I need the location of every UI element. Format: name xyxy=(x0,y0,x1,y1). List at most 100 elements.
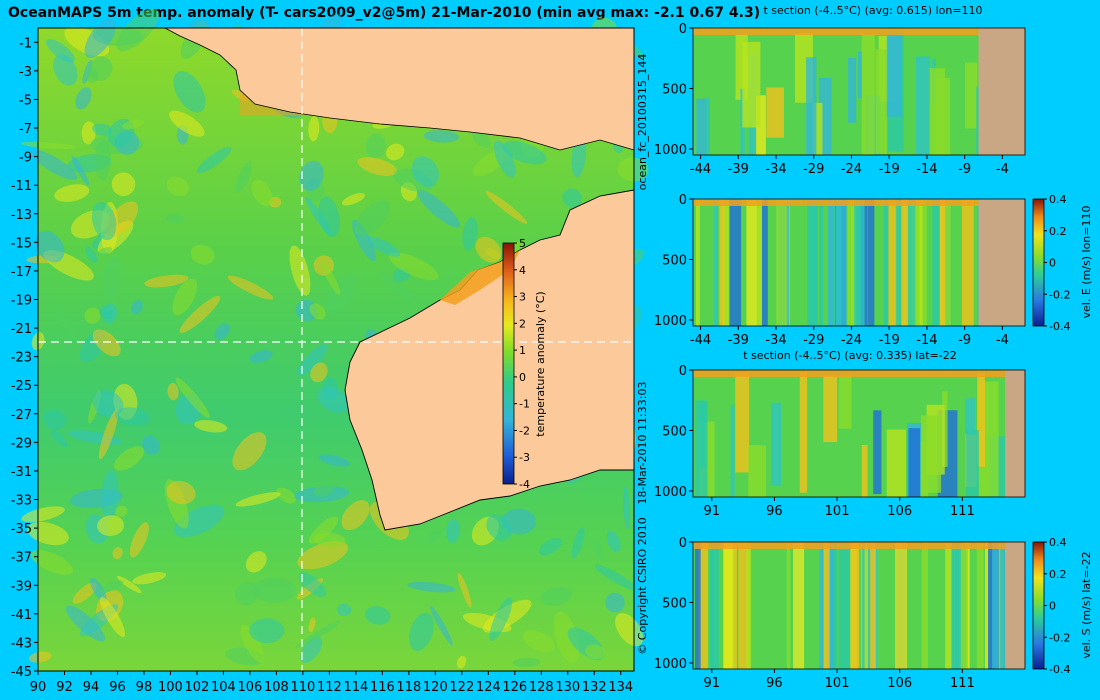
temperature-colorbar-ramp xyxy=(502,242,515,485)
eddy-patch xyxy=(249,350,273,363)
colorbar-tick-label: 0.2 xyxy=(1049,225,1067,238)
eddy-patch xyxy=(386,143,405,161)
vel-s-colorbar-label: vel. S (m/s) lat=-22 xyxy=(1080,551,1093,658)
section-x-tick-label: -9 xyxy=(958,162,971,177)
temperature-patch xyxy=(873,410,882,495)
map-y-tick-label: -9 xyxy=(19,151,32,166)
surface-layer xyxy=(693,199,979,206)
map-y-tick-label: -1 xyxy=(19,36,32,51)
map-y-tick-label: -5 xyxy=(19,93,32,108)
velocity-band xyxy=(827,199,833,326)
eddy-patch xyxy=(30,149,78,181)
velocity-band xyxy=(895,542,907,669)
eddy-patch xyxy=(196,146,232,174)
eddy-patch xyxy=(493,140,516,178)
temperature-colorbar-ticks: 5 4 3 2 1 0 -1 -2 -3 -4 xyxy=(514,237,530,491)
eddy-patch xyxy=(276,487,296,504)
eddy-patch xyxy=(615,613,644,647)
colorbar-tick-label: 1 xyxy=(519,344,526,357)
section-border xyxy=(692,27,1026,156)
eddy-patch xyxy=(342,193,365,206)
velocity-band xyxy=(729,199,742,326)
section-x-tick-label: -4 xyxy=(996,333,1009,348)
land-australia xyxy=(344,189,635,531)
section-x-tick-label: -34 xyxy=(765,333,786,348)
velocity-band xyxy=(793,542,805,669)
eddy-patch xyxy=(252,577,296,604)
eddy-patch xyxy=(606,531,621,553)
eddy-patch xyxy=(232,432,267,471)
map-x-tick-label: 104 xyxy=(211,680,236,695)
eddy-patch xyxy=(365,133,386,159)
section-x-tick-label: 111 xyxy=(950,676,975,691)
section-x-tick-label: -39 xyxy=(728,333,749,348)
section-land xyxy=(978,199,1025,326)
land-indonesia xyxy=(164,27,635,151)
eddy-patch xyxy=(99,305,113,320)
velocity-band xyxy=(819,199,824,326)
eddy-patch xyxy=(585,644,606,660)
eddy-patch xyxy=(409,612,434,652)
eddy-patch xyxy=(129,522,149,558)
temperature-colorbar-label: temperature anomaly (°C) xyxy=(534,291,547,436)
temperature-patch xyxy=(730,404,735,497)
temperature-patch xyxy=(813,102,823,155)
colorbar-tick-label: -0.2 xyxy=(1049,631,1070,644)
map-y-tick-label: -35 xyxy=(11,522,32,537)
map-y-tick-label: -43 xyxy=(11,636,32,651)
temperature-patch xyxy=(848,57,857,123)
eddy-patch xyxy=(289,245,311,296)
eddy-patch xyxy=(310,362,328,383)
velocity-band xyxy=(835,199,842,326)
eddy-patch xyxy=(92,329,121,357)
temperature-patch xyxy=(766,87,784,138)
main-title: OceanMAPS 5m temp. anomaly (T- cars2009_… xyxy=(8,5,760,21)
eddy-patch xyxy=(101,470,119,521)
map-x-tick-label: 100 xyxy=(158,680,183,695)
panel3-title: t section (-4..5°C) (avg: 0.335) lat=-22 xyxy=(743,349,956,362)
velocity-band xyxy=(786,542,791,669)
eddy-patch xyxy=(326,274,358,314)
map-x-tick-label: 130 xyxy=(555,680,580,695)
vel-s-colorbar-ticks: 0.4 0.2 0 -0.2 -0.4 xyxy=(1044,536,1070,676)
eddy-patch xyxy=(53,54,78,86)
velocity-band xyxy=(695,199,700,326)
eddy-patch xyxy=(166,213,185,224)
colorbar-tick-label: 5 xyxy=(519,237,526,250)
map-x-tick-label: 94 xyxy=(83,680,100,695)
colorbar-tick-label: 0.2 xyxy=(1049,568,1067,581)
section-x-tick-label: -24 xyxy=(841,162,862,177)
eddy-patch xyxy=(571,527,585,559)
section-x-tick-label: -44 xyxy=(690,162,711,177)
map-y-tick-label: -27 xyxy=(11,408,32,423)
eddy-patch xyxy=(299,160,324,191)
map-x-tick-label: 120 xyxy=(423,680,448,695)
eddy-patch xyxy=(117,576,142,594)
map-y-tick-label: -3 xyxy=(19,65,32,80)
temperature-patch xyxy=(838,375,852,429)
section-land xyxy=(1005,370,1025,497)
eddy-patch xyxy=(623,486,631,530)
eddy-patch xyxy=(85,246,98,263)
temperature-patch xyxy=(920,415,942,493)
temperature-patch xyxy=(806,57,817,156)
panel-vel-s-lat: 91 96 101 106 111 0 500 1000 xyxy=(654,536,1026,691)
eddy-patch xyxy=(100,580,124,593)
temperature-patch xyxy=(858,51,862,99)
section-x-tick-label: -44 xyxy=(690,333,711,348)
eddy-patch xyxy=(354,199,391,236)
map-x-tick-label: 112 xyxy=(317,680,342,695)
map-y-tick-label: -15 xyxy=(11,236,32,251)
eddy-patch xyxy=(54,184,90,202)
velocity-band xyxy=(961,542,968,669)
eddy-patch xyxy=(308,617,316,633)
section-x-tick-label: 96 xyxy=(766,676,783,691)
velocity-band xyxy=(761,199,768,326)
eddy-patch xyxy=(65,605,106,642)
temperature-patch xyxy=(915,56,931,155)
eddy-patch xyxy=(318,196,341,238)
velocity-band xyxy=(719,199,725,326)
temperature-patch xyxy=(886,35,902,117)
eddy-patch xyxy=(71,155,90,186)
